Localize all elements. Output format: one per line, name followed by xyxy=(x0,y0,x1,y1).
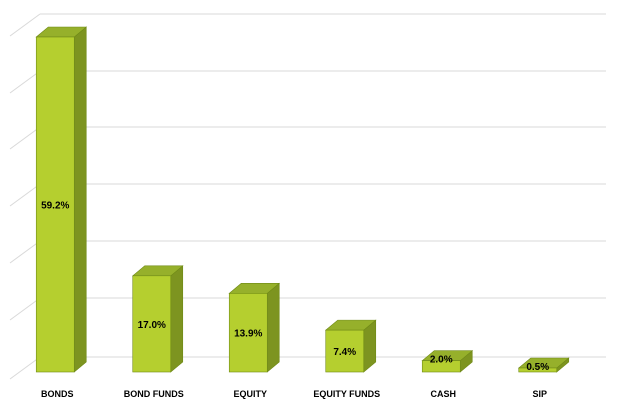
bar-cash xyxy=(421,350,474,373)
gridline-wall xyxy=(9,297,41,321)
bar-bonds xyxy=(35,26,88,373)
data-label: 2.0% xyxy=(430,355,453,366)
bars-layer xyxy=(35,26,570,373)
bar-bond-funds xyxy=(131,265,184,373)
category-label: BONDS xyxy=(41,389,74,399)
category-label: EQUITY xyxy=(233,389,267,399)
category-label: SIP xyxy=(532,389,547,399)
data-label: 59.2% xyxy=(41,201,69,212)
gridline-wall xyxy=(9,240,41,264)
bar-equity-funds xyxy=(324,319,377,373)
gridline-wall xyxy=(9,126,41,150)
category-label: CASH xyxy=(430,389,456,399)
data-label: 13.9% xyxy=(234,329,262,340)
bar-front xyxy=(518,367,558,373)
labels-layer: 59.2% BONDS 17.0% BOND FUNDS 13.9% EQUITY 7.4%… xyxy=(41,201,549,399)
category-label: EQUITY FUNDS xyxy=(313,389,380,399)
bar-side xyxy=(170,265,184,373)
grid-layer xyxy=(9,13,606,380)
bar-side xyxy=(73,26,87,373)
bar-sip xyxy=(517,357,570,373)
bar-front xyxy=(325,329,365,373)
bar-front xyxy=(421,360,461,373)
data-label: 7.4% xyxy=(333,347,356,358)
bar-front xyxy=(35,36,75,373)
bar-side xyxy=(266,282,280,373)
gridline-wall xyxy=(9,356,41,380)
data-label: 0.5% xyxy=(526,362,549,373)
gridline-wall xyxy=(9,13,41,37)
gridline-wall xyxy=(9,70,41,94)
bar-front xyxy=(228,293,268,373)
bar-equity xyxy=(228,282,281,373)
gridline-wall xyxy=(9,183,41,207)
bar-front xyxy=(132,275,172,373)
data-label: 17.0% xyxy=(138,320,166,331)
category-label: BOND FUNDS xyxy=(124,389,184,399)
